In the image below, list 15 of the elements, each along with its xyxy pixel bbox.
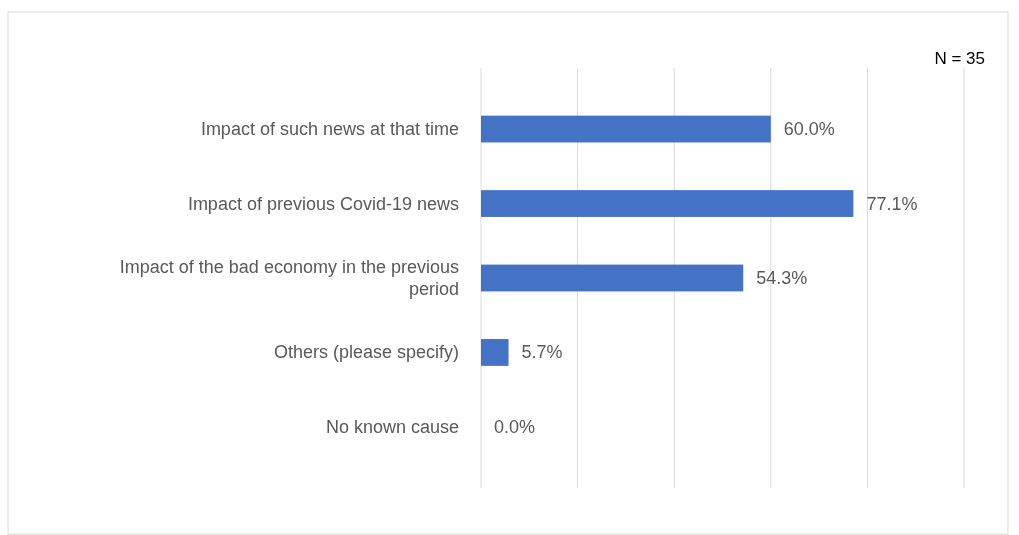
data-label: 77.1% <box>866 193 918 214</box>
data-label: 60.0% <box>783 119 835 140</box>
bar <box>481 339 509 366</box>
y-tick-label: Others (please specify) <box>273 342 459 363</box>
y-tick-label: No known cause <box>325 416 459 437</box>
bar <box>481 190 854 217</box>
data-label: 0.0% <box>494 416 536 437</box>
data-label: 54.3% <box>756 268 808 288</box>
y-tick-label: Impact of the bad economy in the previous period <box>119 257 459 299</box>
y-tick-label: Impact of such news at that time <box>200 119 459 140</box>
annotation: N = 35 <box>934 49 985 68</box>
bar <box>481 264 744 292</box>
bar <box>481 115 771 143</box>
y-tick-label: Impact of previous Covid-19 news <box>187 193 459 214</box>
data-label: 5.7% <box>521 342 563 363</box>
